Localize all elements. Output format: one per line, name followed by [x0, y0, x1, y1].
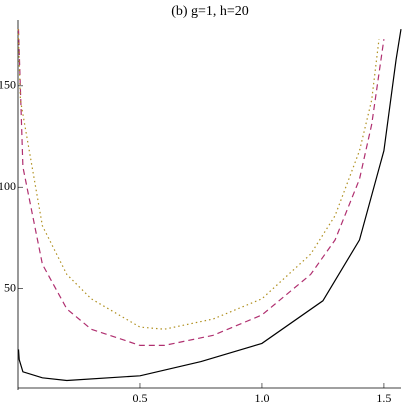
x-tick-label: 0.5 [132, 391, 147, 405]
x-tick-label: 1.5 [376, 391, 391, 405]
y-tick-label: 150 [0, 78, 16, 92]
chart-title: (b) g=1, h=20 [171, 4, 249, 19]
line-series [17, 29, 402, 382]
y-tick-label: 50 [4, 280, 16, 294]
line-series [17, 29, 380, 330]
x-tick-label: 1.0 [254, 391, 269, 405]
line-series [17, 29, 385, 346]
y-tick-label: 100 [0, 179, 16, 193]
